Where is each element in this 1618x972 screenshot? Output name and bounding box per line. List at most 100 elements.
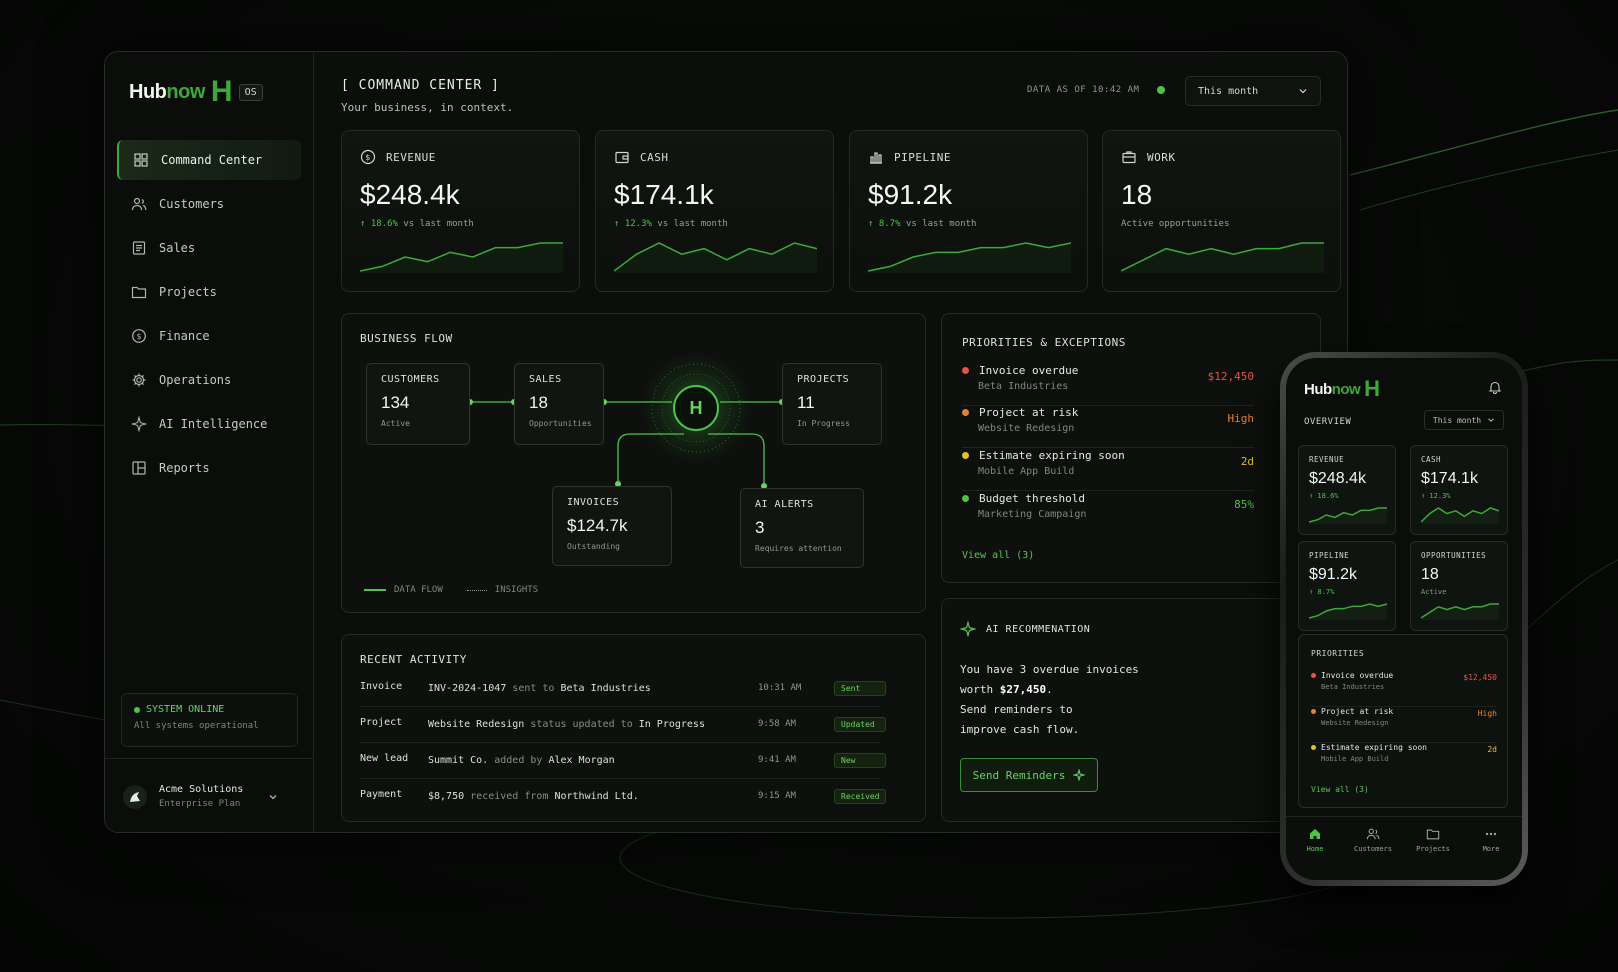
priority-row[interactable]: Invoice overdue Beta Industries $12,450	[1311, 671, 1497, 707]
flow-node-customers[interactable]: CUSTOMERS 134 Active	[366, 363, 470, 445]
sparkline-line	[1421, 603, 1499, 619]
account-switcher[interactable]: Acme Solutions Enterprise Plan	[105, 758, 314, 832]
svg-text:$: $	[136, 332, 141, 341]
tab-customers[interactable]: Customers	[1344, 827, 1402, 853]
activity-type: Payment	[360, 789, 403, 800]
priority-row[interactable]: Invoice overdue Beta Industries $12,450	[962, 364, 1254, 406]
activity-subject: Summit Co.	[428, 755, 489, 766]
flow-node-sub: Outstanding	[567, 542, 620, 551]
activity-description: Summit Co. added by Alex Morgan	[428, 755, 615, 766]
activity-verb: added by	[494, 755, 543, 766]
mobile-kpi-pipeline[interactable]: PIPELINE $91.2k ↑ 8.7%	[1298, 541, 1396, 631]
flow-node-ai-alerts[interactable]: AI ALERTS 3 Requires attention	[740, 488, 864, 568]
data-timestamp-label: DATA AS OF 10:42 AM	[1027, 85, 1140, 95]
gear-icon	[132, 373, 146, 387]
view-all-link[interactable]: View all (3)	[962, 550, 1035, 561]
kpi-card-revenue[interactable]: $ REVENUE $248.4k ↑ 18.6% vs last month	[341, 130, 580, 292]
activity-row[interactable]: Invoice INV-2024-1047 sent to Beta Indus…	[360, 671, 886, 707]
sparkline-area	[614, 243, 817, 273]
sidebar-item-finance[interactable]: $ Finance	[117, 316, 301, 356]
chevron-down-icon	[269, 794, 277, 799]
kpi-sparkline	[360, 242, 563, 273]
sidebar-item-sales[interactable]: Sales	[117, 228, 301, 268]
dollar-circle-icon: $	[132, 329, 146, 343]
kpi-label: CASH	[1421, 455, 1442, 464]
mobile-kpi-revenue[interactable]: REVENUE $248.4k ↑ 18.6%	[1298, 445, 1396, 535]
priority-row[interactable]: Project at risk Website Redesign High	[1311, 707, 1497, 743]
ai-rec-line: You have 3 overdue invoices	[960, 663, 1139, 676]
tab-projects[interactable]: Projects	[1404, 827, 1462, 853]
logo-text-hub: Hub	[1304, 380, 1332, 398]
send-reminders-button[interactable]: Send Reminders	[960, 758, 1098, 792]
report-icon	[132, 461, 146, 475]
ai-rec-line: .	[1046, 683, 1053, 696]
activity-row[interactable]: New lead Summit Co. added by Alex Morgan…	[360, 743, 886, 779]
priority-row[interactable]: Budget threshold Marketing Campaign 85%	[962, 492, 1254, 534]
brand-logo[interactable]: Hubnow H OS	[129, 77, 263, 107]
sidebar-nav: Command Center Customers Sales Projects …	[117, 140, 301, 492]
priority-sub: Website Redesign	[978, 423, 1075, 434]
kpi-value: $248.4k	[1309, 470, 1366, 487]
sidebar-item-ai-intelligence[interactable]: AI Intelligence	[117, 404, 301, 444]
kpi-sparkline	[1309, 603, 1387, 620]
mobile-kpi-opportunities[interactable]: OPPORTUNITIES 18 Active	[1410, 541, 1508, 631]
flow-node-value: 134	[381, 393, 410, 412]
tab-home[interactable]: Home	[1286, 827, 1344, 853]
flow-node-sales[interactable]: SALES 18 Opportunities	[514, 363, 604, 445]
kpi-sparkline	[1121, 242, 1324, 273]
priority-value: 2d	[1487, 745, 1497, 754]
kpi-value: $174.1k	[1421, 470, 1478, 487]
activity-subject: Website Redesign	[428, 719, 525, 730]
tab-label: Customers	[1354, 845, 1392, 853]
kpi-delta: ↑ 18.6%	[1309, 492, 1339, 500]
mobile-period-select[interactable]: This month	[1424, 410, 1504, 430]
activity-row[interactable]: Payment $8,750 received from Northwind L…	[360, 779, 886, 815]
panel-title: BUSINESS FLOW	[360, 332, 453, 345]
ai-recommendation-panel: AI RECOMMENATION You have 3 overdue invo…	[941, 598, 1321, 822]
page-title: [ COMMAND CENTER ]	[341, 78, 500, 93]
sidebar-item-customers[interactable]: Customers	[117, 184, 301, 224]
flow-node-projects[interactable]: PROJECTS 11 In Progress	[782, 363, 882, 445]
flow-node-value: 3	[755, 518, 765, 537]
priority-row[interactable]: Estimate expiring soon Mobile App Build …	[962, 449, 1254, 491]
period-select-value: This month	[1198, 85, 1259, 97]
period-select[interactable]: This month	[1185, 76, 1321, 106]
sidebar-item-command-center[interactable]: Command Center	[117, 140, 301, 180]
flow-hub[interactable]: H	[689, 397, 703, 418]
dollar-circle-icon: $	[360, 149, 376, 165]
sidebar-item-label: Reports	[159, 461, 210, 475]
priority-dot	[1311, 745, 1316, 750]
priority-row[interactable]: Project at risk Website Redesign High	[962, 406, 1254, 448]
tab-more[interactable]: More	[1462, 827, 1520, 853]
kpi-card-pipeline[interactable]: PIPELINE $91.2k ↑ 8.7% vs last month	[849, 130, 1088, 292]
status-dot	[134, 706, 140, 713]
mobile-phone: Hubnow H OVERVIEW This month REVENUE $24…	[1280, 352, 1528, 886]
sparkline-line	[1121, 242, 1324, 272]
sidebar-item-projects[interactable]: Projects	[117, 272, 301, 312]
kpi-card-work[interactable]: WORK 18 Active opportunities	[1102, 130, 1341, 292]
brand-logo[interactable]: Hubnow H	[1304, 378, 1380, 400]
mobile-kpi-cash[interactable]: CASH $174.1k ↑ 12.3%	[1410, 445, 1508, 535]
kpi-card-cash[interactable]: CASH $174.1k ↑ 12.3% vs last month	[595, 130, 834, 292]
activity-type: Invoice	[360, 681, 403, 692]
ai-rec-line: worth	[960, 683, 1000, 696]
sidebar-item-label: Customers	[159, 197, 225, 211]
tab-label: Projects	[1416, 845, 1450, 853]
activity-object: In Progress	[638, 719, 705, 730]
kpi-label: PIPELINE	[894, 150, 951, 164]
ai-rec-line: Send reminders to	[960, 703, 1073, 716]
priority-value: 85%	[1234, 498, 1254, 511]
activity-time: 9:15 AM	[758, 791, 796, 801]
sidebar-item-operations[interactable]: Operations	[117, 360, 301, 400]
bell-icon[interactable]	[1488, 380, 1502, 394]
priority-row[interactable]: Estimate expiring soon Mobile App Build …	[1311, 743, 1497, 779]
sidebar-item-label: AI Intelligence	[159, 417, 268, 431]
activity-row[interactable]: Project Website Redesign status updated …	[360, 707, 886, 743]
flow-node-invoices[interactable]: INVOICES $124.7k Outstanding	[552, 486, 672, 566]
flow-node-sub: Active	[381, 419, 410, 428]
kpi-sub: Active	[1421, 588, 1447, 596]
kpi-label: CASH	[640, 150, 669, 164]
view-all-link[interactable]: View all (3)	[1311, 785, 1369, 794]
sidebar-item-reports[interactable]: Reports	[117, 448, 301, 488]
priority-title: Budget threshold	[979, 492, 1085, 505]
